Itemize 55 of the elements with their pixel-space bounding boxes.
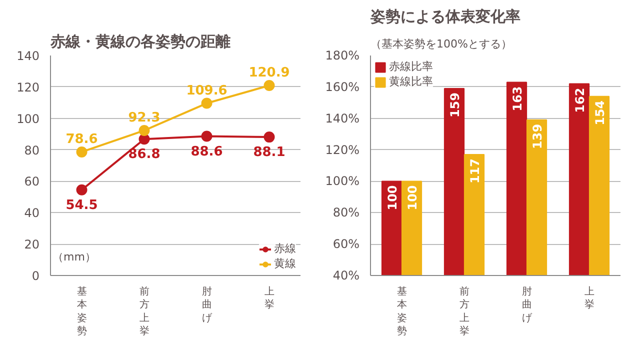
data-label: 100 (385, 185, 400, 210)
point (201, 130, 212, 142)
y-tick-label: 140 (16, 49, 40, 63)
point (76, 184, 88, 196)
x-tick-label: 肘曲げ (522, 286, 533, 324)
point (264, 80, 275, 92)
y-tick-label: 60 (24, 174, 40, 189)
y-tick-label: 80 (24, 143, 40, 158)
legend-label: 赤線 (274, 241, 296, 256)
data-label: 54.5 (66, 198, 98, 213)
data-label: 109.6 (186, 83, 228, 98)
data-label: 88.1 (253, 145, 286, 160)
x-tick-label: 基本姿勢 (76, 286, 87, 338)
y-tick-label: 40% (332, 268, 360, 282)
data-label: 117 (468, 158, 482, 184)
chart-title: 姿勢による体表変化率 (370, 8, 520, 26)
x-tick-label: 前方上挙 (459, 286, 470, 338)
chart-subtitle: （基本姿勢を100%とする） (370, 38, 512, 50)
data-label: 139 (530, 124, 544, 149)
x-tick-label: 肘曲げ (202, 286, 213, 324)
data-label: 86.8 (128, 147, 160, 162)
chart-title: 赤線・黄線の各姿勢の距離 (50, 32, 230, 50)
point (264, 132, 275, 143)
y-tick-label: 0 (32, 269, 40, 283)
y-tick-label: 20 (24, 238, 40, 252)
x-tick-label: 上挙 (584, 286, 594, 311)
y-tick-label: 120% (325, 142, 360, 157)
x-tick-label: 基本姿勢 (396, 286, 407, 338)
legend-label: 黄線 (274, 256, 296, 271)
y-tick-label: 100 (16, 112, 40, 126)
data-label: 163 (510, 86, 524, 112)
data-label: 92.3 (128, 110, 160, 126)
y-tick-label: 40 (24, 206, 40, 220)
x-tick-label: 前方上挙 (139, 286, 150, 338)
point (201, 98, 212, 109)
y-axis-title: （mm） (52, 250, 96, 264)
data-label: 154 (592, 100, 607, 126)
x-tick-label: 上挙 (264, 286, 274, 311)
y-tick-label: 120 (16, 80, 40, 94)
y-tick-label: 60% (332, 237, 360, 252)
data-label: 159 (448, 92, 462, 118)
data-label: 78.6 (66, 132, 98, 147)
data-label: 120.9 (248, 66, 290, 81)
y-tick-label: 180% (325, 48, 360, 62)
y-tick-label: 80% (332, 206, 360, 220)
data-label: 100 (405, 185, 420, 210)
y-tick-label: 160% (325, 80, 360, 94)
point (76, 146, 88, 158)
data-label: 88.6 (190, 144, 223, 160)
y-tick-label: 100% (325, 174, 360, 188)
y-tick-label: 140% (325, 111, 360, 126)
data-label: 162 (572, 88, 587, 113)
legend-label: 黄線比率 (389, 74, 433, 89)
point (138, 124, 150, 136)
legend-label: 赤線比率 (389, 59, 433, 74)
